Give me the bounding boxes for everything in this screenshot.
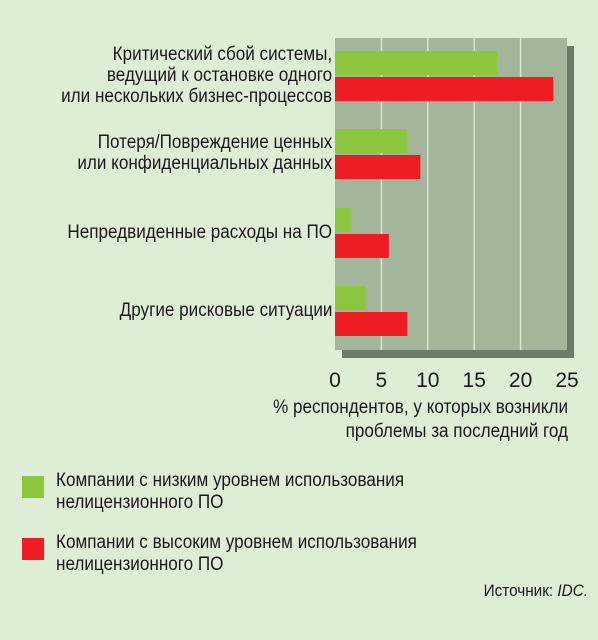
bar-low-3 [335,286,366,310]
x-tick-label: 20 [509,369,532,392]
bar-low-0 [335,51,498,75]
legend-label-low: Компании с низким уровнем использования … [56,470,405,513]
bars [335,51,554,336]
x-tick-label: 0 [329,369,341,392]
bar-high-3 [335,312,408,336]
bar-high-0 [335,77,554,101]
source-label: Источник: [483,581,554,600]
bar-low-2 [335,208,352,232]
category-label-3: Другие рисковые ситуации [119,300,332,321]
source-note: Источник: IDC. [484,581,588,601]
category-label-line: или конфиденциальных данных [76,153,332,174]
category-label-line: Критический сбой системы, [112,43,332,65]
bar-high-1 [335,155,421,179]
category-label-2: Непредвиденные расходы на ПО [67,222,332,243]
x-axis-label: % респондентов, у которых возникли пробл… [272,397,568,442]
x-tick-label: 5 [376,369,388,392]
legend-swatch-high [22,538,44,560]
bar-low-1 [335,129,408,153]
category-label-line: Непредвиденные расходы на ПО [67,221,332,243]
legend-swatch-low [22,476,44,498]
x-tick-label: 10 [416,369,439,392]
category-label-0: Критический сбой системы, ведущий к остан… [61,44,332,107]
category-label-line: ведущий к остановке одного [106,64,332,86]
category-label-line: Другие рисковые ситуации [119,299,332,321]
x-tick-label: 25 [555,369,578,392]
x-tick-label: 15 [463,369,486,392]
x-axis-ticks: 0 5 10 15 20 25 [329,369,579,392]
legend-label-high: Компании с высоким уровнем использования… [56,532,417,575]
category-label-line: или нескольких бизнес-процессов [60,85,332,107]
category-label-1: Потеря/Повреждение ценных или конфиденциа… [77,132,332,174]
category-label-line: Потеря/Повреждение ценных [97,132,332,153]
bar-high-2 [335,234,389,258]
source-name: IDC. [557,581,588,600]
